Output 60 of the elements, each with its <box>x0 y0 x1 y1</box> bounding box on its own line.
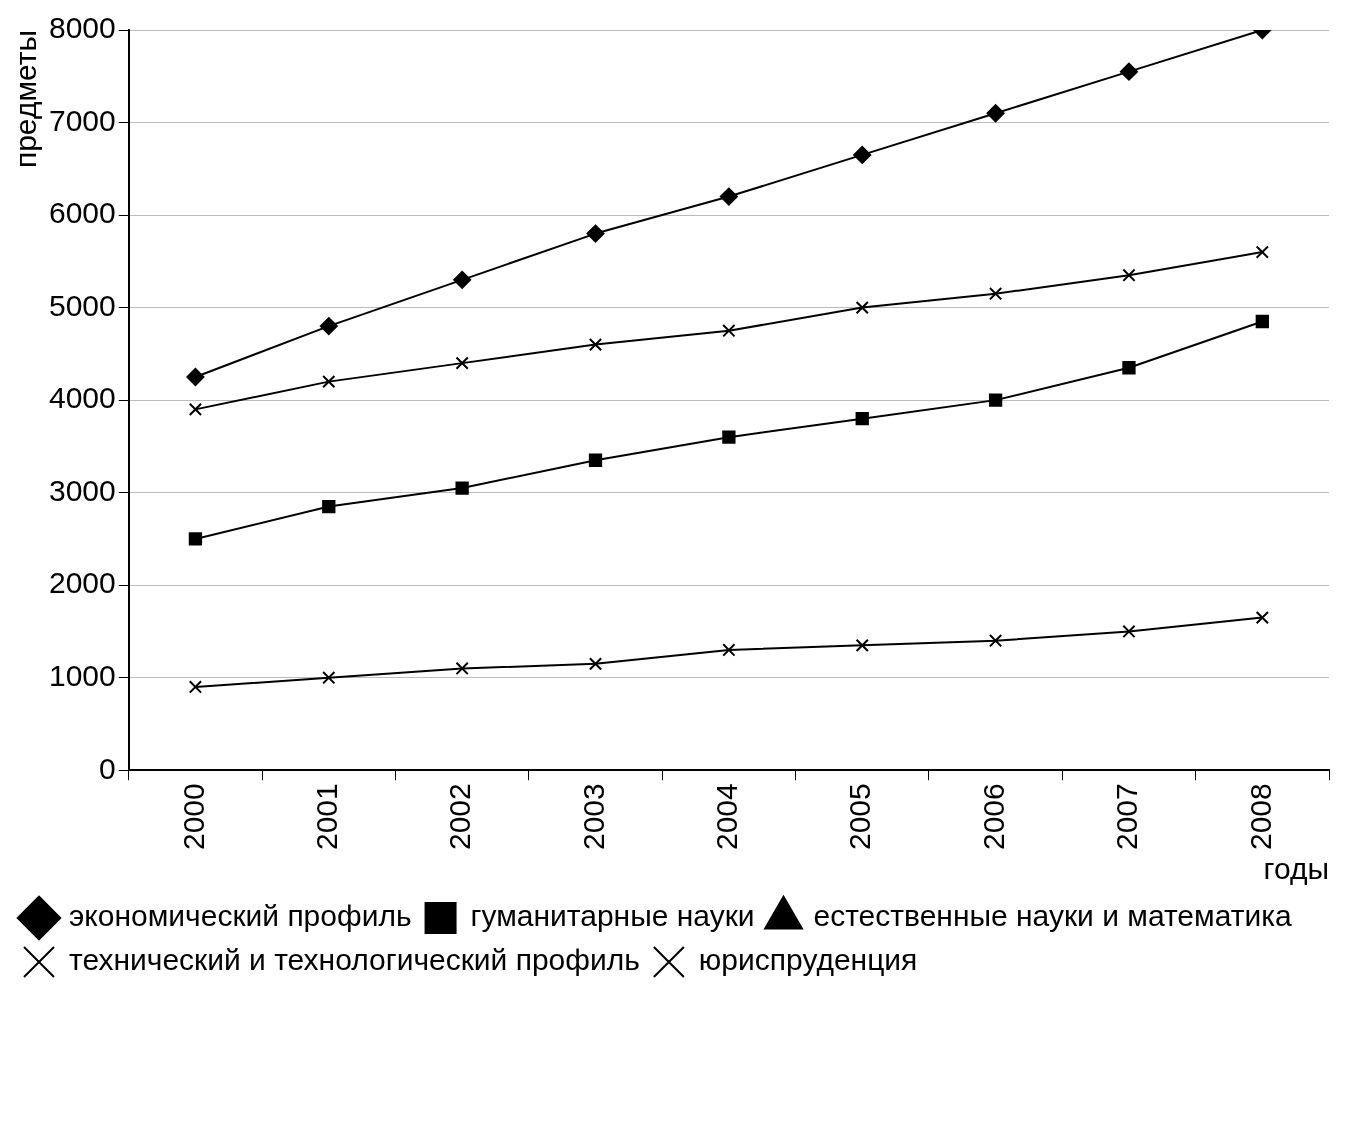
legend-label: юриспруденция <box>698 943 918 977</box>
x-tick-label: 2008 <box>1243 783 1277 851</box>
point <box>722 324 736 338</box>
point <box>322 499 336 514</box>
point <box>188 680 203 694</box>
point <box>855 411 869 426</box>
x-tick-label: 2002 <box>443 783 477 851</box>
y-tick-label: 8000 <box>48 11 116 45</box>
legend-label: экономический профиль <box>69 899 412 933</box>
point <box>855 638 869 652</box>
x-tick-label: 2001 <box>310 783 344 851</box>
point <box>988 287 1003 301</box>
x-axis-title: годы <box>1263 852 1329 886</box>
point <box>1119 62 1138 81</box>
y-tick-label: 6000 <box>48 196 116 230</box>
point <box>188 402 203 417</box>
x-tick-label: 2004 <box>710 783 744 851</box>
point <box>719 187 738 206</box>
y-axis-title: предметы <box>9 30 43 169</box>
point <box>588 337 603 352</box>
point <box>1122 624 1136 639</box>
legend-label: гуманитарные науки <box>470 899 755 933</box>
legend-label: естественные науки и математика <box>813 899 1292 933</box>
point <box>855 300 869 315</box>
y-tick-label: 7000 <box>48 103 116 137</box>
point <box>455 356 469 370</box>
point <box>1255 314 1269 329</box>
x-tick-label: 2003 <box>576 783 610 851</box>
y-tick-label: 3000 <box>48 473 116 507</box>
point <box>1122 361 1136 375</box>
point <box>853 145 872 164</box>
point <box>1122 268 1136 282</box>
point <box>322 671 336 685</box>
x-tick-label: 2007 <box>1110 783 1144 851</box>
y-tick-label: 0 <box>99 751 116 785</box>
point <box>722 430 736 444</box>
x-tick-label: 2000 <box>176 783 210 851</box>
y-tick-label: 5000 <box>48 288 116 322</box>
point <box>322 374 336 389</box>
point <box>588 657 603 671</box>
point <box>986 104 1005 123</box>
y-tick-label: 1000 <box>48 658 116 692</box>
legend-label: технический и технологический профиль <box>69 943 640 977</box>
point <box>186 368 205 386</box>
point <box>722 643 736 657</box>
point <box>455 661 469 676</box>
y-tick-label: 4000 <box>48 381 116 415</box>
point <box>1255 610 1269 625</box>
x-tick-label: 2005 <box>843 783 877 851</box>
point <box>453 270 472 289</box>
point <box>586 224 605 243</box>
point <box>188 532 203 546</box>
y-tick-label: 2000 <box>48 566 116 600</box>
point <box>455 481 469 495</box>
x-tick-label: 2006 <box>976 783 1010 851</box>
point <box>988 393 1003 407</box>
point <box>988 634 1003 648</box>
point <box>319 317 338 336</box>
point <box>588 453 603 467</box>
point <box>1255 245 1269 259</box>
